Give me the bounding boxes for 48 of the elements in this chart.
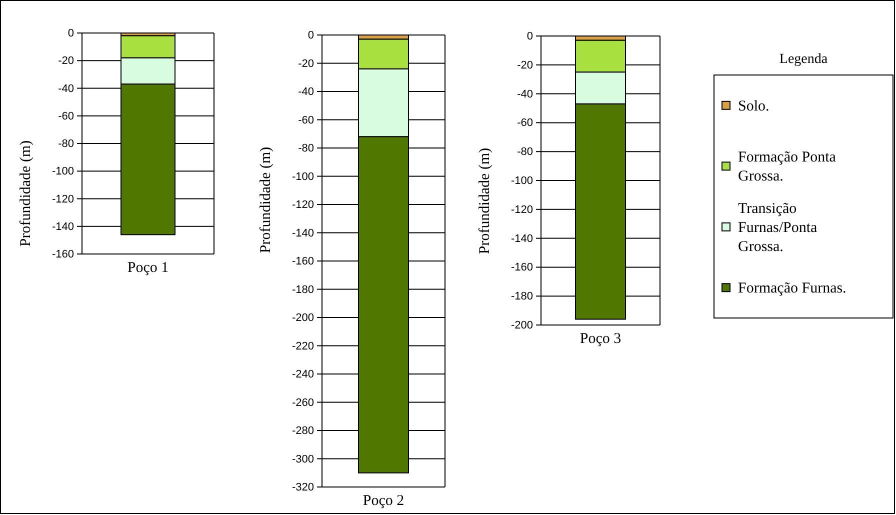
y-axis-title: Profundidade (m) <box>18 140 34 247</box>
legend-title: Legenda <box>779 52 828 67</box>
y-tick-label: -240 <box>292 368 314 381</box>
y-tick-label: -100 <box>292 170 314 183</box>
y-tick-label: -20 <box>517 59 533 72</box>
y-tick-label: -80 <box>58 138 74 150</box>
y-tick-label: -280 <box>292 425 314 438</box>
y-tick-label: -100 <box>510 175 533 188</box>
y-tick-label: -200 <box>510 320 533 332</box>
y-tick-label: -120 <box>52 193 74 206</box>
y-tick-label: -180 <box>292 284 314 296</box>
y-tick-label: -260 <box>292 396 314 409</box>
x-tick-label: Poço 2 <box>362 493 404 509</box>
y-tick-label: -120 <box>510 204 533 216</box>
y-tick-label: -180 <box>510 290 533 303</box>
y-tick-label: 0 <box>68 28 74 40</box>
y-axis-title: Profundidade (m) <box>477 148 493 254</box>
y-tick-label: -220 <box>292 340 314 352</box>
y-tick-label: -40 <box>58 82 74 95</box>
legend-label: Transição Furnas/Ponta Grossa. <box>738 200 818 255</box>
y-tick-label: -300 <box>292 453 314 466</box>
y-tick-label: -200 <box>292 312 314 324</box>
y-tick-label: -60 <box>58 110 74 122</box>
y-tick-label: -100 <box>52 166 74 178</box>
y-tick-label: -60 <box>517 117 533 130</box>
y-tick-label: -140 <box>292 227 314 240</box>
y-tick-label: 0 <box>526 30 533 43</box>
y-tick-label: -320 <box>292 482 314 494</box>
legend-label: Formação Ponta Grossa. <box>738 150 836 185</box>
y-tick-label: -60 <box>298 114 314 126</box>
y-tick-label: -80 <box>517 146 533 158</box>
legend-label: Solo. <box>738 98 770 114</box>
y-tick-label: 0 <box>308 30 314 42</box>
y-tick-label: -20 <box>298 58 314 70</box>
y-tick-label: -40 <box>298 86 314 98</box>
y-tick-label: -140 <box>52 220 74 233</box>
y-tick-label: -140 <box>510 232 533 245</box>
x-tick-label: Poço 1 <box>127 260 169 276</box>
y-tick-label: -20 <box>58 55 74 68</box>
y-tick-label: -120 <box>292 199 314 212</box>
y-tick-label: -160 <box>510 262 533 274</box>
x-tick-label: Poço 3 <box>580 331 622 347</box>
y-tick-label: -160 <box>292 256 314 268</box>
y-tick-label: -160 <box>52 248 74 261</box>
y-axis-title: Profundidade (m) <box>258 146 274 254</box>
y-tick-label: -80 <box>298 142 314 155</box>
y-tick-label: -40 <box>517 88 533 100</box>
legend-label: Formação Furnas. <box>738 280 846 297</box>
